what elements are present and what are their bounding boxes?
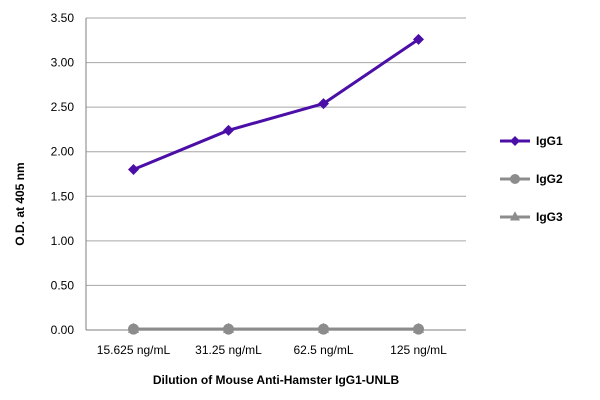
y-tick-label: 0.00 xyxy=(51,323,75,337)
data-point xyxy=(223,124,234,136)
data-point xyxy=(413,33,424,45)
legend-marker xyxy=(510,174,520,184)
data-point xyxy=(318,323,329,335)
y-tick-label: 0.50 xyxy=(51,278,75,292)
data-point xyxy=(223,323,234,335)
legend-label: IgG2 xyxy=(536,172,563,186)
legend-marker xyxy=(510,136,520,146)
data-point xyxy=(318,98,329,110)
x-tick-label: 62.5 ng/mL xyxy=(293,343,353,357)
y-axis-title: O.D. at 405 nm xyxy=(13,162,27,245)
legend-item-IgG1: IgG1 xyxy=(500,134,563,148)
y-tick-label: 1.50 xyxy=(51,189,75,203)
legend-item-IgG3: IgG3 xyxy=(500,210,563,224)
series-layer xyxy=(128,33,424,335)
y-tick-label: 2.50 xyxy=(51,100,75,114)
x-tick-label: 31.25 ng/mL xyxy=(195,343,262,357)
y-tick-label: 3.50 xyxy=(51,11,75,25)
gridlines xyxy=(86,17,466,286)
y-tick-labels: 0.00 0.50 1.00 1.50 2.00 2.50 3.00 3.50 xyxy=(51,11,75,337)
legend-marker xyxy=(510,211,520,221)
legend-label: IgG3 xyxy=(536,210,563,224)
x-tick-label: 125 ng/mL xyxy=(390,343,447,357)
data-point xyxy=(413,323,424,335)
legend-label: IgG1 xyxy=(536,134,563,148)
series-IgG1 xyxy=(128,33,424,176)
series-IgG2 xyxy=(128,323,424,335)
series-line xyxy=(132,38,420,171)
y-tick-label: 2.00 xyxy=(51,145,75,159)
axes xyxy=(85,18,466,331)
y-tick-label: 1.00 xyxy=(51,234,75,248)
x-tick-label: 15.625 ng/mL xyxy=(97,343,171,357)
legend-item-IgG2: IgG2 xyxy=(500,172,563,186)
y-tick-label: 3.00 xyxy=(51,56,75,70)
x-axis-title: Dilution of Mouse Anti-Hamster IgG1-UNLB xyxy=(153,373,400,387)
x-tick-labels: 15.625 ng/mL 31.25 ng/mL 62.5 ng/mL 125 ng/… xyxy=(97,343,447,357)
legend: IgG1 IgG2 IgG3 xyxy=(500,134,563,224)
data-point xyxy=(128,323,139,335)
data-point xyxy=(128,164,139,176)
